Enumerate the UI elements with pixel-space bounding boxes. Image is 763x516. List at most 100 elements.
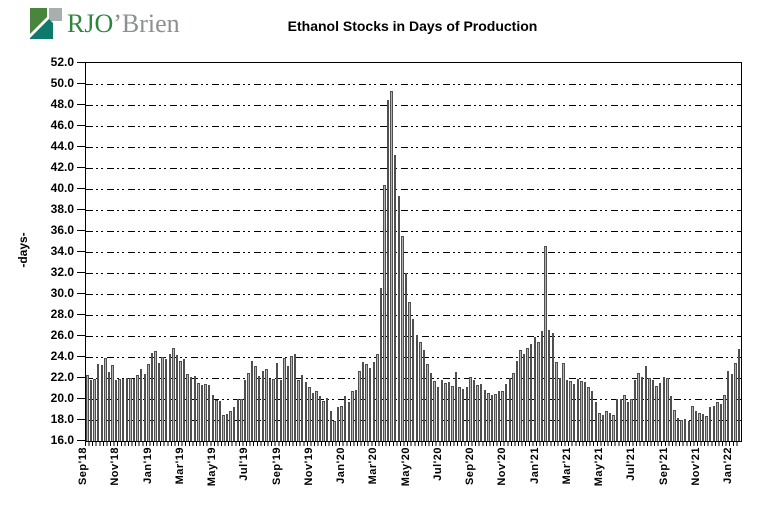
y-tick-mark [77, 272, 85, 274]
x-tick-label: Nov'19 [302, 447, 315, 486]
bar [290, 355, 293, 441]
y-tick-label: 16.0 [50, 433, 74, 447]
bar [451, 386, 454, 441]
bar [179, 361, 182, 441]
gridline [86, 147, 741, 148]
bar [204, 384, 207, 441]
bar [404, 273, 408, 441]
bar [454, 371, 458, 441]
bar [701, 413, 705, 441]
bar [272, 379, 275, 441]
bar [601, 414, 605, 441]
bar [551, 332, 554, 441]
bar [587, 387, 590, 441]
logo-wordmark: RJO’Brien [67, 8, 180, 40]
x-tick-label: Mar'21 [560, 447, 573, 485]
bar [376, 353, 379, 441]
x-tick-label: Jan'22 [722, 447, 734, 484]
gridline [86, 210, 741, 211]
bar [626, 402, 630, 441]
bar [598, 412, 601, 441]
bar [383, 184, 386, 441]
bar [651, 380, 655, 441]
bar [351, 390, 354, 441]
bar [139, 368, 143, 441]
bar [225, 413, 229, 441]
bar [476, 385, 479, 441]
x-tick-label: Jan'21 [528, 447, 541, 484]
bar [512, 372, 515, 441]
bar [125, 378, 129, 441]
bar [394, 155, 397, 441]
bar [369, 367, 372, 441]
bar [111, 365, 114, 441]
gridline [86, 294, 741, 295]
y-tick-mark [77, 440, 85, 442]
bar [515, 361, 519, 441]
y-tick-label: 48.0 [50, 97, 74, 111]
x-tick-label: Sep'21 [657, 447, 670, 486]
y-tick-label: 40.0 [50, 181, 74, 195]
x-tick-label: Nov'21 [689, 447, 702, 486]
bar [386, 99, 390, 441]
bar [333, 421, 336, 441]
bar [207, 385, 211, 441]
bar [365, 364, 368, 441]
bar [583, 382, 587, 441]
bar [243, 380, 247, 441]
logo-text-brien: ’Brien [113, 9, 180, 38]
bar [658, 383, 662, 441]
bar [633, 380, 637, 441]
bar [150, 352, 154, 441]
bar [694, 410, 698, 441]
bar [301, 374, 304, 441]
bar [648, 378, 651, 441]
y-tick-label: 28.0 [50, 307, 74, 321]
bar [526, 347, 529, 441]
y-tick-label: 20.0 [50, 391, 74, 405]
bar [608, 412, 612, 441]
y-tick-mark [77, 62, 85, 64]
bar [444, 383, 447, 441]
bar [129, 378, 132, 441]
y-tick-mark [77, 230, 85, 232]
bar [676, 417, 680, 441]
bar [630, 399, 633, 441]
bar [712, 406, 716, 441]
bar [580, 381, 583, 441]
rjo-brien-logo: RJO’Brien [30, 8, 180, 40]
bar [100, 365, 103, 441]
y-tick-mark [77, 125, 85, 127]
x-tick-label: Sep'19 [270, 447, 283, 486]
bar [308, 387, 311, 441]
bar [236, 399, 239, 441]
bar [293, 353, 297, 441]
bar [487, 392, 490, 441]
bar [161, 357, 164, 441]
bar [547, 329, 551, 441]
bar [522, 353, 526, 441]
bar [408, 302, 411, 441]
bar [361, 362, 365, 441]
bar [623, 394, 626, 441]
x-tick-label: Jul'20 [431, 447, 444, 481]
logo-mark-svg [30, 8, 62, 39]
gridline [86, 231, 741, 232]
x-axis-ticks [85, 441, 740, 446]
bar [655, 386, 658, 441]
y-tick-mark [77, 335, 85, 337]
bar [347, 402, 350, 441]
y-tick-label: 36.0 [50, 223, 74, 237]
bar [469, 376, 472, 441]
gridline [86, 273, 741, 274]
bar [379, 287, 383, 441]
bar [86, 374, 89, 441]
bar [619, 399, 622, 441]
bar [340, 406, 343, 441]
bar [530, 344, 533, 441]
plot-area [85, 62, 742, 442]
bar [533, 337, 537, 441]
bar [172, 347, 175, 441]
bar [390, 91, 393, 441]
logo-text-rjo: RJO [67, 9, 114, 38]
